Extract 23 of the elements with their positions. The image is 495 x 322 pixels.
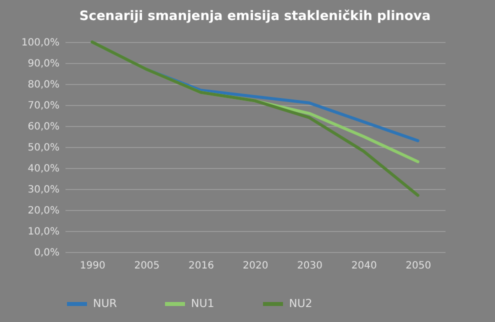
y-tick-label: 70,0% [28,100,60,112]
line-series [90,40,420,197]
legend-label: NUR [93,297,118,310]
x-tick-label: 2005 [134,260,160,272]
legend-label: NU1 [191,297,214,310]
chart-title: Scenariji smanjenja emisija stakleničkih plinova [79,9,431,24]
x-tick-label: 2020 [242,260,268,272]
y-tick-label: 60,0% [28,122,60,132]
y-tick-label: 10,0% [28,226,60,238]
y-tick-label: 80,0% [28,80,60,90]
y-tick-label: 40,0% [28,164,60,174]
y-tick-label: 0,0% [34,248,60,258]
y-tick-label: 100,0% [21,38,60,48]
x-tick-label: 1990 [80,260,106,272]
x-tick-label: 2050 [406,260,432,272]
y-tick-label: 20,0% [28,206,60,216]
x-tick-label: 2030 [297,260,323,272]
y-tick-label: 90,0% [28,58,60,70]
y-tick-label: 30,0% [28,184,60,196]
y-tick-label: 50,0% [28,142,60,154]
legend-label: NU2 [289,297,312,310]
x-tick-label: 2016 [188,260,214,272]
x-tick-label: 2040 [351,260,377,272]
